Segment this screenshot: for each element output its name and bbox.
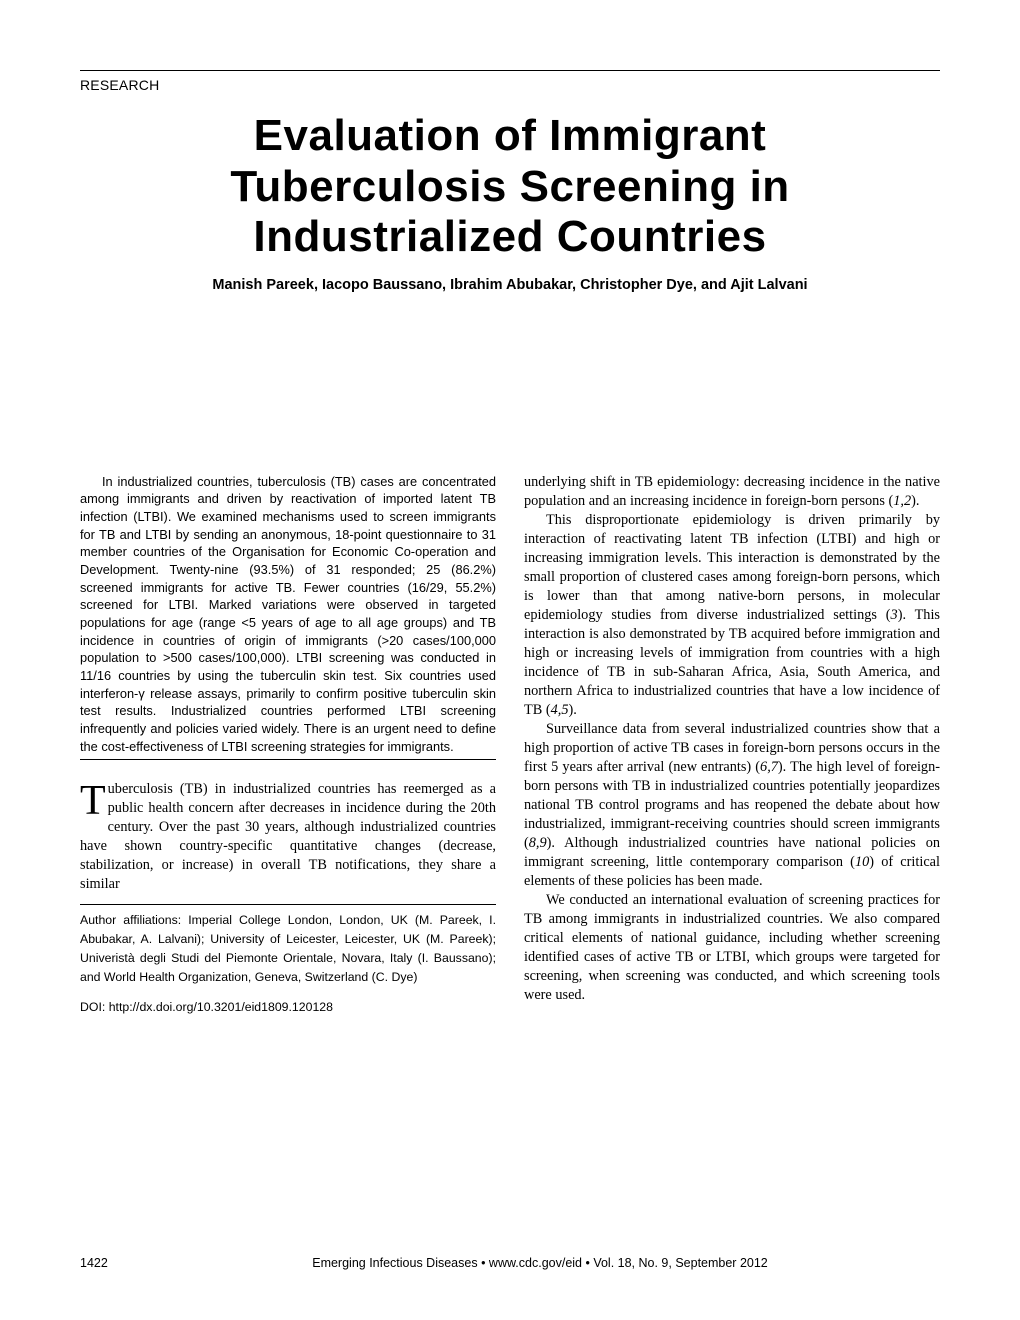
page: RESEARCH Evaluation of Immigrant Tubercu… [0, 0, 1020, 1320]
intro-paragraph: Tuberculosis (TB) in industrialized coun… [80, 780, 496, 894]
dropcap: T [80, 780, 108, 818]
article-title: Evaluation of Immigrant Tuberculosis Scr… [80, 111, 940, 263]
two-column-body: In industrialized countries, tuberculosi… [80, 473, 940, 1016]
title-line-3: Industrialized Countries [253, 212, 766, 261]
affiliations: Author affiliations: Imperial College Lo… [80, 911, 496, 987]
col2-para-4: We conducted an international evaluation… [524, 891, 940, 1005]
left-column: In industrialized countries, tuberculosi… [80, 473, 496, 1016]
page-number: 1422 [80, 1256, 140, 1270]
intro-text: uberculosis (TB) in industrialized count… [80, 781, 496, 892]
abstract: In industrialized countries, tuberculosi… [80, 473, 496, 761]
col2-para-1: underlying shift in TB epidemiology: dec… [524, 473, 940, 511]
abstract-text: In industrialized countries, tuberculosi… [80, 474, 496, 754]
col2-para-2: This disproportionate epidemiology is dr… [524, 511, 940, 720]
doi: DOI: http://dx.doi.org/10.3201/eid1809.1… [80, 999, 496, 1015]
section-label: RESEARCH [80, 77, 940, 93]
authors: Manish Pareek, Iacopo Baussano, Ibrahim … [80, 277, 940, 293]
footer: 1422 Emerging Infectious Diseases • www.… [80, 1256, 940, 1270]
col2-para-3: Surveillance data from several industria… [524, 720, 940, 891]
title-line-1: Evaluation of Immigrant [254, 111, 767, 160]
right-column: underlying shift in TB epidemiology: dec… [524, 473, 940, 1016]
top-rule [80, 70, 940, 71]
affil-rule [80, 904, 496, 905]
title-line-2: Tuberculosis Screening in [230, 162, 789, 211]
journal-info: Emerging Infectious Diseases • www.cdc.g… [140, 1256, 940, 1270]
